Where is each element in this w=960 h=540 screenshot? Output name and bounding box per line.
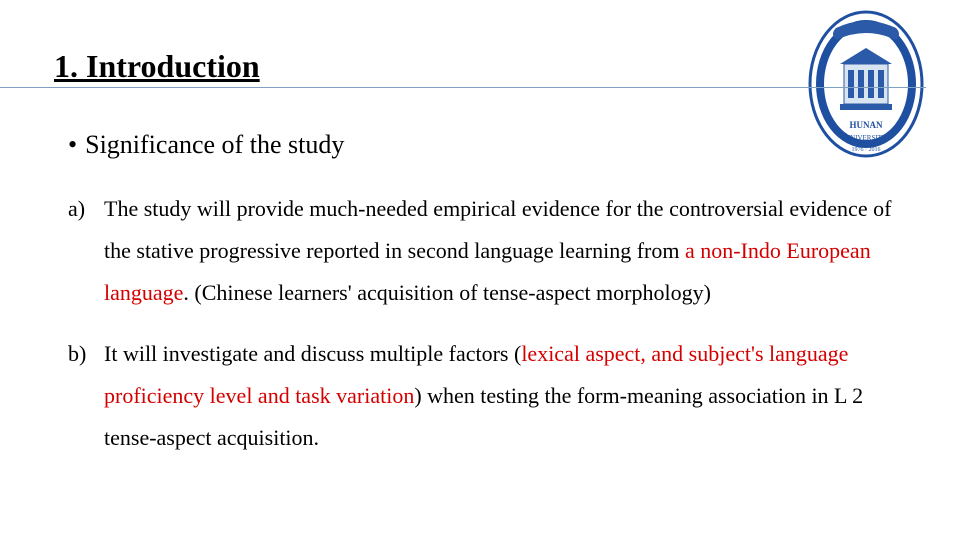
slide-subheading: • Significance of the study: [68, 130, 344, 160]
text-run: .: [183, 280, 194, 305]
text-run: It will investigate and discuss multiple…: [104, 341, 521, 366]
list-marker: b): [68, 333, 86, 375]
list-marker: a): [68, 188, 85, 230]
ordered-list: a) The study will provide much-needed em…: [68, 188, 900, 479]
list-item: b) It will investigate and discuss multi…: [68, 333, 900, 458]
svg-text:HUNAN: HUNAN: [850, 120, 883, 130]
list-item: a) The study will provide much-needed em…: [68, 188, 900, 313]
subheading-text: Significance of the study: [85, 130, 344, 159]
bullet-icon: •: [68, 130, 77, 160]
title-row: 1. Introduction: [0, 48, 960, 88]
slide: HUNAN UNIVERSITY 1976 · 2016 1. Introduc…: [0, 0, 960, 540]
svg-text:UNIVERSITY: UNIVERSITY: [845, 134, 887, 142]
text-run: (Chinese learners' acquisition of tense-…: [194, 280, 711, 305]
svg-text:1976 · 2016: 1976 · 2016: [852, 147, 881, 153]
slide-title: 1. Introduction: [54, 48, 260, 85]
title-underline-rule: 1. Introduction: [0, 48, 926, 88]
